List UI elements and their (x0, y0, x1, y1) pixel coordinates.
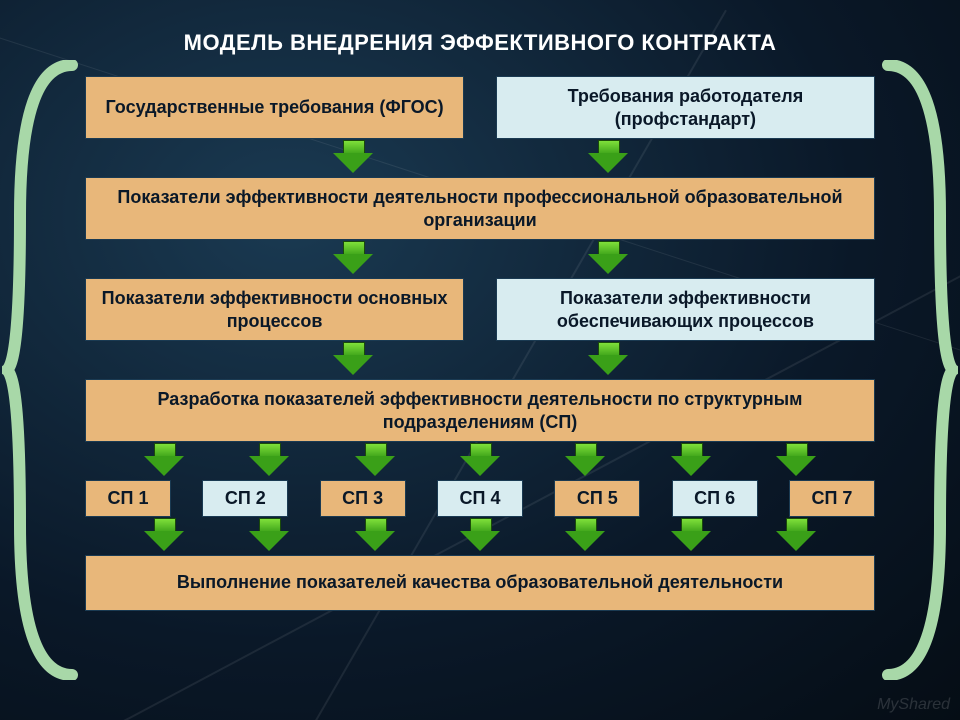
row-2: Показатели эффективности деятельности пр… (85, 177, 875, 240)
row-1: Государственные требования (ФГОС) Требов… (85, 76, 875, 139)
box-quality-indicators: Выполнение показателей качества образова… (85, 555, 875, 611)
row-6: Выполнение показателей качества образова… (85, 555, 875, 611)
box-org-indicators: Показатели эффективности деятельности пр… (85, 177, 875, 240)
arrows-5 (85, 517, 875, 555)
row-sp: СП 1 СП 2 СП 3 СП 4 СП 5 СП 6 СП 7 (85, 480, 875, 517)
box-state-requirements: Государственные требования (ФГОС) (85, 76, 464, 139)
bracket-right (878, 60, 958, 680)
arrows-1 (85, 139, 875, 177)
box-sp-development: Разработка показателей эффективности дея… (85, 379, 875, 442)
row-4: Разработка показателей эффективности дея… (85, 379, 875, 442)
box-support-processes: Показатели эффективности обеспечивающих … (496, 278, 875, 341)
arrows-2 (85, 240, 875, 278)
diagram-title: МОДЕЛЬ ВНЕДРЕНИЯ ЭФФЕКТИВНОГО КОНТРАКТА (85, 30, 875, 56)
bracket-left (2, 60, 82, 680)
sp-box-2: СП 2 (202, 480, 288, 517)
sp-box-6: СП 6 (672, 480, 758, 517)
row-3: Показатели эффективности основных процес… (85, 278, 875, 341)
sp-box-3: СП 3 (320, 480, 406, 517)
sp-box-7: СП 7 (789, 480, 875, 517)
watermark: MyShared (877, 696, 950, 714)
sp-box-4: СП 4 (437, 480, 523, 517)
sp-box-1: СП 1 (85, 480, 171, 517)
arrows-3 (85, 341, 875, 379)
box-main-processes: Показатели эффективности основных процес… (85, 278, 464, 341)
flowchart: МОДЕЛЬ ВНЕДРЕНИЯ ЭФФЕКТИВНОГО КОНТРАКТА … (85, 30, 875, 611)
sp-box-5: СП 5 (554, 480, 640, 517)
box-employer-requirements: Требования работодателя (профстандарт) (496, 76, 875, 139)
arrows-4 (85, 442, 875, 480)
